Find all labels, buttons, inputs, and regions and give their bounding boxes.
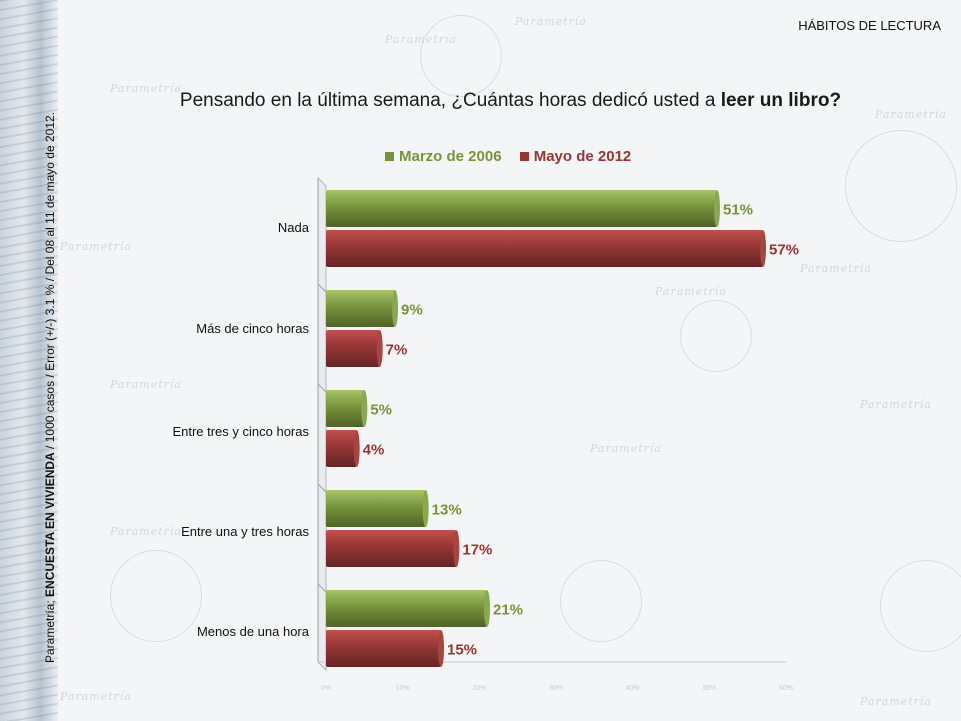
bar-cap (422, 490, 429, 527)
bar-cap (392, 290, 398, 327)
category-separator (317, 283, 327, 293)
bar-cap (438, 630, 444, 667)
bar-cap (376, 330, 383, 367)
question-title: Pensando en la última semana, ¿Cuántas h… (0, 90, 961, 112)
watermark-circle (845, 130, 957, 242)
bar-may-2012 (326, 530, 457, 567)
question-text: Pensando en la última semana, ¿Cuántas h… (179, 90, 721, 111)
data-label: 5% (370, 402, 392, 419)
bar-cap (714, 190, 720, 227)
watermark-circle (110, 550, 202, 642)
legend-label: Marzo de 2006 (399, 148, 502, 165)
legend-swatch-green (385, 152, 394, 161)
bar-cap (760, 230, 766, 267)
category-label: Más de cinco horas (196, 321, 309, 336)
bar-may-2012 (326, 330, 380, 367)
watermark-text: Parametría (860, 398, 932, 411)
watermark-text: Parametría (800, 262, 872, 275)
watermark-text: Parametría (110, 82, 182, 95)
chart-legend: Marzo de 2006 Mayo de 2012 (385, 148, 645, 165)
watermark-text: Parametría (860, 695, 932, 708)
data-label: 57% (769, 242, 799, 259)
category-label: Nada (277, 220, 309, 235)
legend-item-march-2006: Marzo de 2006 (385, 148, 502, 165)
sidebar-decoration (0, 0, 58, 721)
bar-march-2006 (326, 190, 717, 227)
data-label: 9% (401, 302, 423, 319)
x-tick-label: 60% (779, 685, 793, 692)
data-label: 21% (493, 602, 523, 619)
bar-cap (353, 430, 360, 467)
bar-march-2006 (326, 390, 365, 427)
watermark-text: Parametría (60, 240, 132, 253)
bar-cap (484, 590, 490, 627)
x-tick-label: 0% (321, 685, 331, 692)
bar-cap (361, 390, 368, 427)
category-label: Menos de una hora (196, 624, 309, 639)
x-tick-label: 10% (396, 685, 410, 692)
watermark-circle (560, 560, 642, 642)
watermark-text: Parametría (590, 442, 662, 455)
x-tick-label: 50% (702, 685, 716, 692)
watermark-text: Parametría (655, 285, 727, 298)
bar-may-2012 (326, 630, 441, 667)
category-label: Entre una y tres horas (181, 524, 309, 539)
watermark-text: Parametría (515, 15, 587, 28)
data-label: 51% (723, 202, 753, 219)
x-tick-label: 20% (472, 685, 486, 692)
section-title: HÁBITOS DE LECTURA (798, 18, 941, 33)
data-label: 7% (386, 342, 408, 359)
watermark-text: Parametría (875, 108, 947, 121)
bar-may-2012 (326, 230, 763, 267)
watermark-text: Parametría (110, 525, 182, 538)
watermark-circle (680, 300, 752, 372)
bar-may-2012 (326, 430, 357, 467)
chart-axis-wall (317, 176, 327, 672)
data-label: 17% (462, 542, 492, 559)
data-label: 15% (447, 642, 477, 659)
watermark-circle (880, 560, 961, 652)
legend-item-may-2012: Mayo de 2012 (519, 148, 632, 165)
data-label: 13% (432, 502, 462, 519)
x-tick-label: 30% (549, 685, 563, 692)
x-tick-label: 40% (626, 685, 640, 692)
watermark-text: Parametría (60, 690, 132, 703)
legend-swatch-red (519, 152, 529, 161)
watermark-text: Parametría (110, 378, 182, 391)
watermark-circle (420, 15, 502, 97)
bar-cap (453, 530, 460, 567)
data-label: 4% (363, 442, 385, 459)
category-separator (317, 583, 327, 593)
legend-label: Mayo de 2012 (533, 148, 632, 165)
bar-march-2006 (326, 590, 487, 627)
bar-march-2006 (326, 490, 426, 527)
category-separator (317, 383, 327, 393)
watermark-text: Parametría (385, 33, 457, 46)
bar-march-2006 (326, 290, 395, 327)
question-emphasis: leer un libro? (720, 90, 842, 111)
category-separator (317, 483, 327, 493)
category-label: Entre tres y cinco horas (172, 424, 309, 439)
